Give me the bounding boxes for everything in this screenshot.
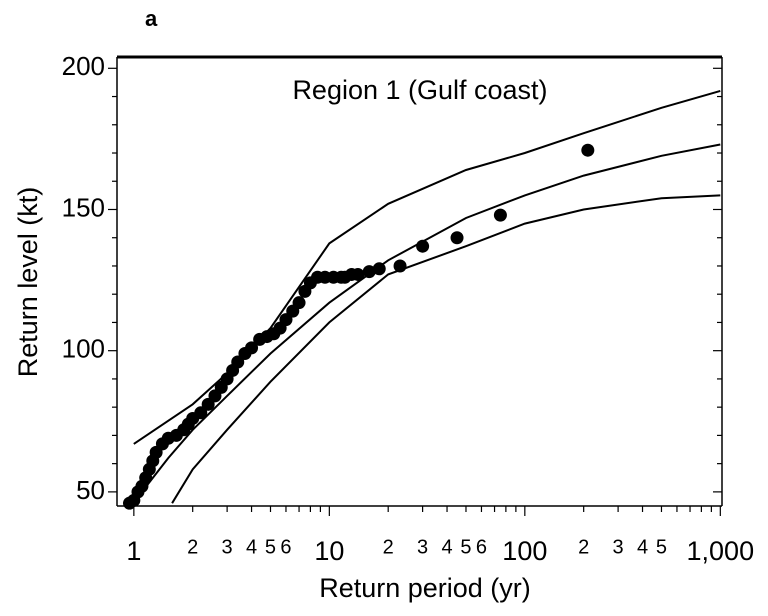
- x-tick-label: 4: [441, 536, 452, 558]
- y-tick-label: 200: [62, 51, 105, 81]
- x-tick-label: 100: [502, 536, 547, 566]
- x-axis-label: Return period (yr): [319, 573, 531, 603]
- curve: [133, 89, 721, 445]
- data-point: [231, 355, 245, 369]
- data-point: [372, 262, 386, 276]
- x-tick-label: 2: [187, 536, 198, 558]
- curve: [171, 194, 721, 504]
- data-point: [351, 267, 365, 281]
- curve: [141, 143, 721, 493]
- y-tick-label: 50: [76, 475, 105, 505]
- x-tick-label: 4: [637, 536, 648, 558]
- data-point: [450, 231, 464, 245]
- data-point: [292, 296, 306, 310]
- panel-label: a: [145, 6, 158, 31]
- data-point: [493, 208, 507, 222]
- x-tick-label: 1,000: [687, 536, 755, 566]
- data-point: [194, 406, 208, 420]
- data-point: [362, 265, 376, 279]
- x-tick-label: 2: [578, 536, 589, 558]
- data-point: [581, 143, 595, 157]
- y-tick-label: 100: [62, 334, 105, 364]
- x-tick-label: 5: [656, 536, 667, 558]
- x-tick-label: 5: [460, 536, 471, 558]
- x-tick-label: 3: [222, 536, 233, 558]
- data-point: [245, 341, 259, 355]
- x-tick-label: 1: [126, 536, 141, 566]
- x-tick-label: 3: [613, 536, 624, 558]
- x-tick-label: 4: [246, 536, 257, 558]
- x-tick-label: 6: [476, 536, 487, 558]
- x-tick-label: 3: [417, 536, 428, 558]
- y-tick-label: 150: [62, 192, 105, 222]
- x-tick-label: 10: [314, 536, 344, 566]
- y-axis-label: Return level (kt): [13, 187, 43, 378]
- x-tick-label: 6: [280, 536, 291, 558]
- data-point: [393, 259, 407, 273]
- chart-title: Region 1 (Gulf coast): [292, 75, 547, 105]
- x-tick-label: 5: [265, 536, 276, 558]
- data-point: [416, 239, 430, 253]
- x-tick-label: 2: [383, 536, 394, 558]
